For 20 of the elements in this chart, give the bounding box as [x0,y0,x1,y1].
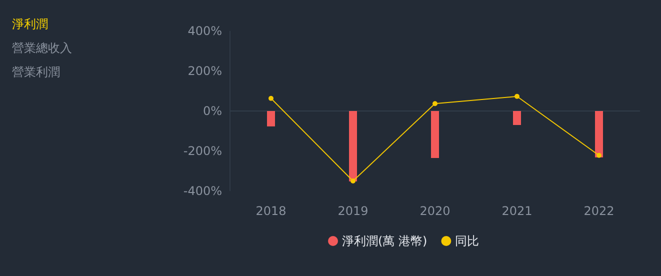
text: 營業總收入 [12,41,72,55]
x-tick-label: 2020 [420,204,450,218]
text: 淨利潤 [12,17,48,31]
point [514,94,520,99]
point [596,152,602,158]
x-tick-label: 2018 [256,204,286,218]
y-tick-label: -200% [183,144,222,158]
y-tick-label: -400% [183,184,222,198]
legend-label: 同比 [455,234,480,248]
y-tick-label: 200% [188,64,222,78]
x-tick-label: 2019 [338,204,368,218]
y-tick-label: 400% [188,24,222,38]
legend-label: 淨利潤(萬 港幣) [342,234,428,248]
text: 營業利潤 [12,65,60,79]
x-tick-label: 2021 [502,204,532,218]
point [350,178,356,184]
point [268,96,274,101]
x-tick-label: 2022 [584,204,614,218]
y-tick-label: 0% [202,104,222,118]
point [432,101,438,106]
